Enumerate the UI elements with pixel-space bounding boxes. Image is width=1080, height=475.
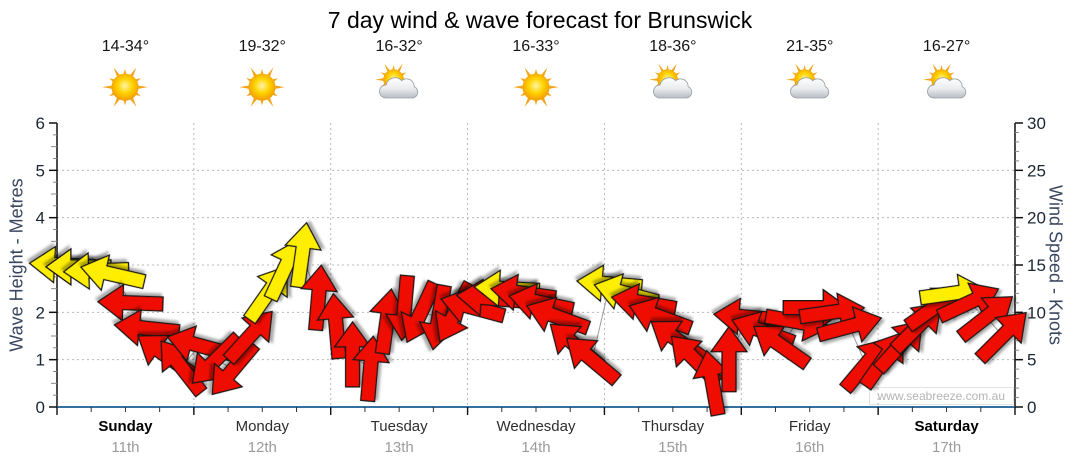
day-name: Friday [788,418,831,435]
right-tick-label: 30 [1027,114,1046,133]
right-axis-label: Wind Speed - Knots [1045,184,1066,346]
temp-range: 19-32° [238,38,286,55]
left-tick-label: 0 [36,398,45,417]
chart-title: 7 day wind & wave forecast for Brunswick [327,7,753,33]
left-tick-label: 1 [36,351,45,370]
day-summary: 18-36° [604,38,741,111]
day-date: 15th [658,439,688,456]
left-tick-label: 5 [36,161,45,180]
day-name: Sunday [98,418,153,435]
right-tick-label: 0 [1027,398,1036,417]
day-label: Wednesday 14th [468,418,605,456]
sunny-icon [99,59,151,111]
temp-range: 16-32° [375,38,423,55]
day-label: Saturday 17th [878,418,1015,456]
right-tick-label: 5 [1027,351,1036,370]
day-summary: 14-34° [57,38,194,111]
temp-range: 18-36° [649,38,697,55]
left-axis-label: Wave Height - Metres [6,178,27,352]
sunny-icon [510,59,562,111]
day-date: 17th [931,439,962,456]
wind-arrow [974,311,1027,365]
wind-arrow [692,349,731,417]
partly-cloudy-icon [373,59,425,111]
left-tick-label: 4 [36,209,45,228]
day-name: Saturday [914,418,979,435]
day-date: 16th [795,439,825,456]
wind-arrow [283,221,323,289]
partly-cloudy-icon [784,59,836,111]
wind-arrow [709,325,749,393]
right-tick-label: 15 [1027,256,1046,275]
day-label: Monday 12th [194,418,331,456]
day-label: Friday 16th [741,418,878,456]
day-label: Thursday 15th [604,418,741,456]
wind-arrow [222,310,273,366]
day-summary: 16-27° [878,38,1015,111]
day-summary: 16-33° [468,38,605,111]
right-tick-label: 25 [1027,161,1046,180]
right-tick-label: 10 [1027,303,1046,322]
wind-arrow [96,283,164,322]
temp-range: 21-35° [786,38,834,55]
wind-arrow [565,337,623,387]
wind-arrow [333,320,372,388]
daily-summary-row: 14-34° 19-32° 16-32° 16-33° 18-36° 21-35… [57,38,1015,111]
wind-arrow [525,296,592,336]
day-date: 14th [521,439,551,456]
day-date: 11th [111,439,140,456]
wind-arrow [79,254,147,292]
day-name: Monday [235,418,289,435]
day-summary: 21-35° [741,38,878,111]
day-summary: 16-32° [331,38,468,111]
partly-cloudy-icon [647,59,699,111]
left-tick-label: 6 [36,114,45,133]
wind-arrows [28,221,1027,417]
temp-range: 16-27° [922,38,971,55]
day-labels-row: Sunday 11th Monday 12th Tuesday 13th Wed… [57,418,1015,456]
right-tick-label: 20 [1027,209,1046,228]
wind-arrow [955,296,1014,344]
wind-arrow [815,305,883,344]
sunny-icon [236,59,288,111]
day-date: 12th [247,439,277,456]
day-date: 13th [384,439,414,456]
watermark: www.seabreeze.com.au [868,387,1014,405]
day-name: Thursday [641,418,705,435]
day-label: Tuesday 13th [331,418,468,456]
day-label: Sunday 11th [57,418,194,456]
wind-arrow [299,264,339,332]
wind-arrow [753,325,813,371]
day-name: Wednesday [496,418,576,435]
temp-range: 14-34° [101,38,150,55]
day-summary: 19-32° [194,38,331,111]
left-tick-label: 2 [36,303,45,322]
temp-range: 16-33° [512,38,560,55]
partly-cloudy-icon [921,59,973,111]
day-name: Tuesday [370,418,428,435]
